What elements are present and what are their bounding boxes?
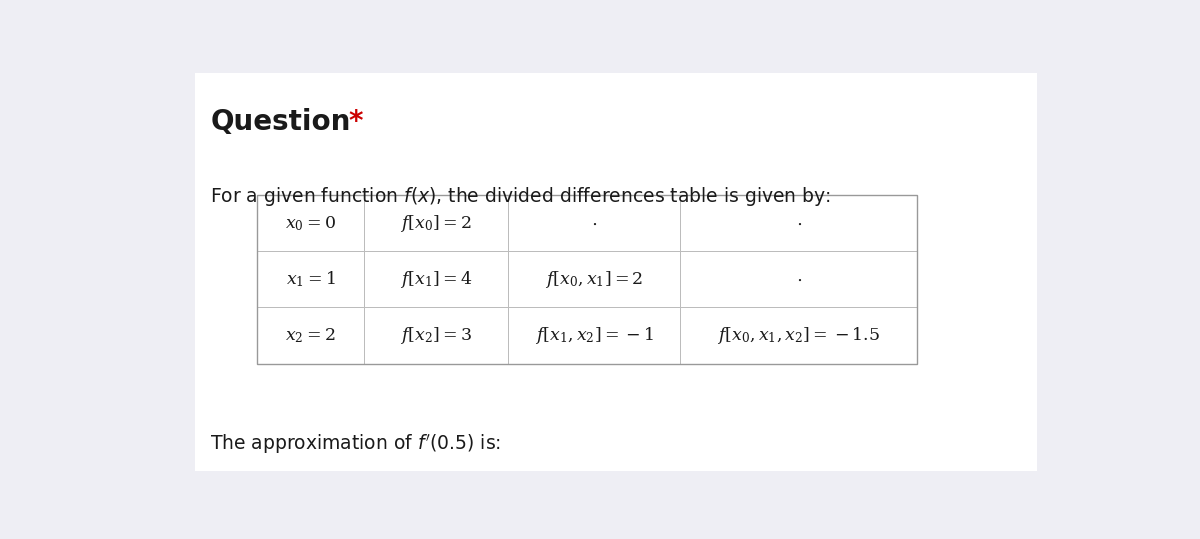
Text: $f[x_0, x_1] = 2$: $f[x_0, x_1] = 2$ (545, 269, 643, 290)
Text: $\cdot$: $\cdot$ (796, 271, 802, 288)
Bar (364, 251, 508, 307)
Text: $f[x_2] = 3$: $f[x_2] = 3$ (400, 325, 472, 346)
Bar (508, 307, 680, 363)
Text: $x_1 = 1$: $x_1 = 1$ (286, 270, 335, 289)
Text: $x_2 =2$: $x_2 =2$ (286, 326, 336, 345)
Text: The approximation of $f'(0.5)$ is:: The approximation of $f'(0.5)$ is: (210, 432, 502, 456)
Text: $f[x_0, x_1, x_2] = -1.5$: $f[x_0, x_1, x_2] = -1.5$ (718, 325, 881, 346)
Bar (257, 196, 917, 363)
Bar (680, 196, 917, 251)
Text: *: * (348, 108, 362, 136)
Text: For a given function $f(x)$, the divided differences table is given by:: For a given function $f(x)$, the divided… (210, 185, 832, 208)
Bar (257, 196, 364, 251)
Bar (364, 307, 508, 363)
Bar (680, 251, 917, 307)
Bar (257, 251, 364, 307)
Bar (680, 307, 917, 363)
Text: $x_0 = 0$: $x_0 = 0$ (284, 214, 336, 233)
Text: $\cdot$: $\cdot$ (796, 215, 802, 232)
Text: Question: Question (210, 108, 350, 136)
Text: $f[x_1] = 4$: $f[x_1] = 4$ (400, 269, 472, 290)
Text: $f[x_0] = 2$: $f[x_0] = 2$ (400, 213, 472, 234)
FancyBboxPatch shape (194, 73, 1037, 472)
Bar (508, 196, 680, 251)
Text: $\cdot$: $\cdot$ (592, 215, 598, 232)
Bar (508, 251, 680, 307)
Bar (364, 196, 508, 251)
Text: $f[x_1, x_2] = -1$: $f[x_1, x_2] = -1$ (535, 325, 654, 346)
Bar (257, 307, 364, 363)
